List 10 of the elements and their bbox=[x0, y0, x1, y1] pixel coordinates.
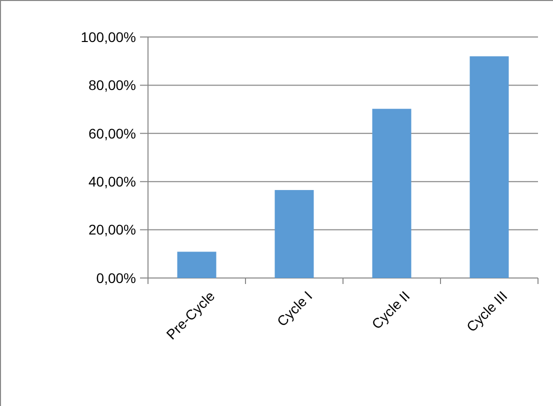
y-tick-label: 80,00% bbox=[88, 77, 136, 94]
y-tick-label: 0,00% bbox=[96, 270, 136, 286]
bar bbox=[177, 252, 216, 278]
bar bbox=[274, 190, 314, 278]
y-tick-label: 20,00% bbox=[88, 222, 136, 238]
y-tick-label: 100,00% bbox=[80, 28, 136, 45]
bar bbox=[470, 56, 509, 278]
bar bbox=[372, 108, 412, 278]
y-tick-label: 40,00% bbox=[88, 174, 136, 190]
y-tick-label: 60,00% bbox=[88, 125, 136, 142]
